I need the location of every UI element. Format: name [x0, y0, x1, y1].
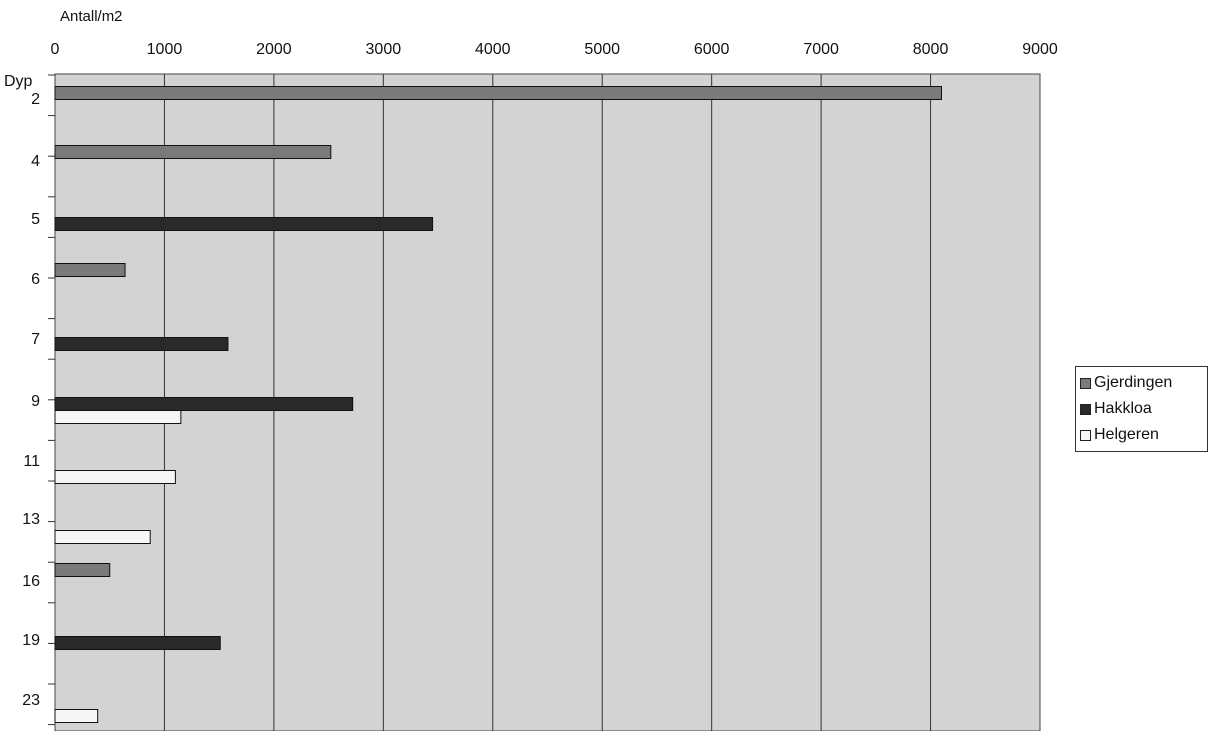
x-tick-label: 3000	[366, 41, 402, 58]
legend: Gjerdingen Hakkloa Helgeren	[1075, 366, 1208, 452]
y-tick-label: 16	[22, 573, 40, 590]
bar-helgeren-13	[54, 530, 151, 544]
legend-item-hakkloa: Hakkloa	[1080, 396, 1207, 422]
legend-swatch-gjerdingen	[1080, 377, 1091, 389]
y-tick-label: 13	[22, 511, 40, 528]
x-tick-label: 6000	[694, 41, 730, 58]
bar-helgeren-23	[54, 709, 99, 723]
y-tick-label: 19	[22, 632, 40, 649]
x-tick-label: 7000	[803, 41, 839, 58]
y-tick-label: 6	[31, 271, 40, 288]
legend-item-helgeren: Helgeren	[1080, 422, 1207, 448]
y-tick-label: 11	[23, 453, 40, 470]
y-tick-label: 2	[31, 91, 40, 108]
bar-hakkloa-9	[54, 397, 354, 411]
bar-gjerdingen-2	[54, 86, 942, 100]
legend-item-gjerdingen: Gjerdingen	[1080, 370, 1207, 396]
y-tick-label: 4	[31, 153, 40, 170]
bars	[54, 86, 942, 723]
bar-gjerdingen-4	[54, 145, 332, 159]
legend-label-helgeren: Helgeren	[1094, 426, 1159, 443]
x-tick-label: 5000	[584, 41, 620, 58]
x-tick-label: 0	[51, 41, 60, 58]
bar-hakkloa-7	[54, 337, 229, 351]
bar-gjerdingen-16	[54, 563, 111, 577]
legend-label-gjerdingen: Gjerdingen	[1094, 374, 1173, 391]
bar-helgeren-9	[54, 410, 182, 424]
legend-label-hakkloa: Hakkloa	[1094, 400, 1152, 417]
x-axis-tick-labels: 0 1000 2000 3000 4000 5000 6000 7000 8000 9000	[51, 41, 1058, 58]
legend-swatch-helgeren	[1080, 429, 1091, 441]
bar-hakkloa-19	[54, 636, 221, 650]
y-tick-label: 9	[31, 393, 40, 410]
y-tick-label: 5	[31, 211, 40, 228]
x-tick-label: 8000	[913, 41, 949, 58]
y-tick-label: 23	[22, 692, 40, 709]
x-tick-label: 2000	[256, 41, 292, 58]
x-tick-label: 4000	[475, 41, 511, 58]
x-tick-label: 9000	[1022, 41, 1058, 58]
y-axis-ticks	[48, 74, 55, 726]
bar-helgeren-11	[54, 470, 176, 484]
y-tick-label: 7	[31, 331, 40, 348]
x-tick-label: 1000	[147, 41, 183, 58]
y-axis-tick-labels: 2 4 5 6 7 9 11 13 16 19 23	[22, 91, 40, 709]
x-axis-title: Antall/m2	[60, 8, 123, 25]
legend-swatch-hakkloa	[1080, 403, 1091, 415]
y-axis-title: Dyp	[4, 73, 33, 90]
bar-gjerdingen-6	[54, 263, 126, 277]
bar-hakkloa-5	[54, 217, 434, 231]
